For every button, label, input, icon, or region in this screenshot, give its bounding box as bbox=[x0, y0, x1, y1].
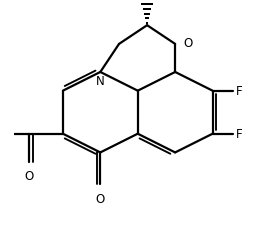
Text: N: N bbox=[96, 75, 105, 88]
Text: O: O bbox=[183, 36, 193, 49]
Text: O: O bbox=[96, 192, 105, 205]
Text: F: F bbox=[236, 85, 243, 98]
Text: O: O bbox=[25, 170, 34, 182]
Text: F: F bbox=[236, 128, 243, 141]
